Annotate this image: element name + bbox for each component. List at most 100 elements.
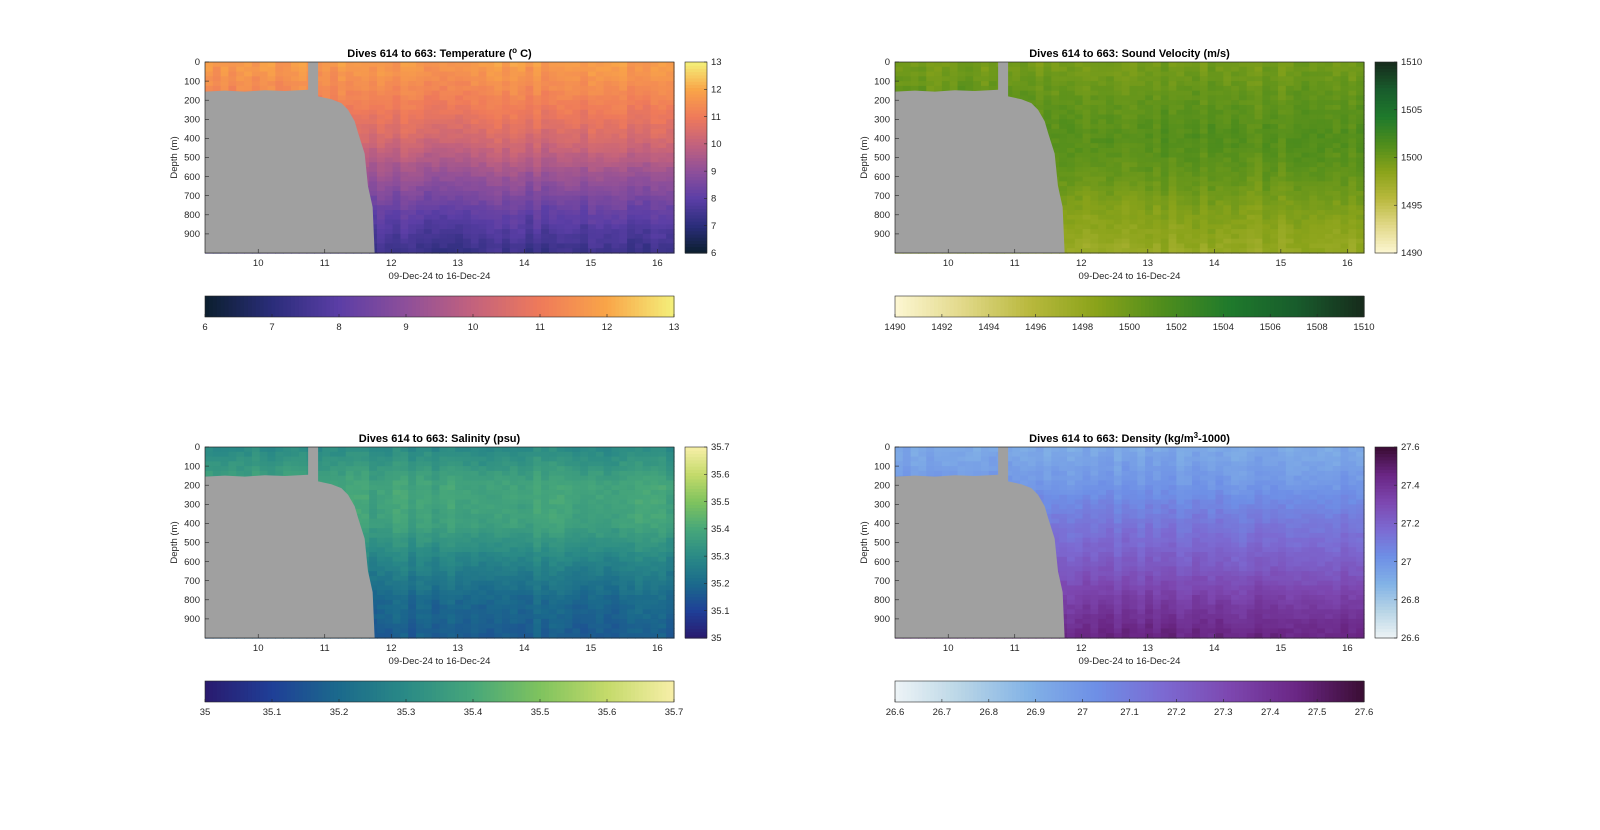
heatmap-cell bbox=[423, 243, 433, 249]
heatmap-cell bbox=[548, 147, 558, 154]
heatmap-cell bbox=[1309, 157, 1318, 163]
heatmap-cell bbox=[384, 195, 394, 202]
heatmap-cell bbox=[650, 200, 659, 206]
heatmap-cell bbox=[548, 248, 558, 254]
heatmap-cell bbox=[1168, 124, 1177, 130]
colorbar-swatch bbox=[634, 296, 640, 317]
heatmap-cell bbox=[384, 95, 394, 101]
heatmap-cell bbox=[1074, 100, 1084, 106]
heatmap-cell bbox=[1246, 143, 1256, 149]
heatmap-cell bbox=[548, 190, 558, 197]
heatmap-cell bbox=[1332, 138, 1342, 144]
heatmap-cell bbox=[517, 224, 527, 230]
colorbar-swatch bbox=[373, 296, 378, 317]
heatmap-cell bbox=[533, 243, 542, 249]
seafloor-mask bbox=[205, 62, 375, 253]
heatmap-cell bbox=[447, 81, 456, 87]
heatmap-cell bbox=[1270, 190, 1279, 197]
heatmap-cell bbox=[455, 124, 464, 130]
heatmap-cell bbox=[1278, 81, 1287, 87]
heatmap-cell bbox=[634, 138, 644, 144]
heatmap-cell bbox=[619, 104, 628, 111]
heatmap-cell bbox=[1223, 95, 1232, 101]
heatmap-cell bbox=[1199, 95, 1209, 101]
heatmap-cell bbox=[1176, 243, 1185, 249]
heatmap-cell bbox=[447, 143, 456, 149]
heatmap-cell bbox=[1293, 157, 1303, 163]
heatmap-cell bbox=[455, 200, 464, 206]
heatmap-cell bbox=[1066, 157, 1076, 163]
heatmap-cell bbox=[1215, 109, 1224, 116]
heatmap-cell bbox=[627, 176, 636, 182]
heatmap-cell bbox=[1066, 210, 1076, 216]
heatmap-cell bbox=[455, 176, 464, 182]
colorbar-swatch bbox=[670, 296, 675, 317]
colorbar-swatch bbox=[615, 296, 620, 317]
heatmap-cell bbox=[1301, 95, 1310, 101]
heatmap-cell bbox=[447, 100, 456, 106]
heatmap-cell bbox=[1278, 176, 1287, 182]
heatmap-cell bbox=[1121, 219, 1131, 225]
heatmap-cell bbox=[1059, 157, 1068, 163]
heatmap-cell bbox=[1317, 229, 1326, 235]
heatmap-cell bbox=[1121, 104, 1131, 111]
heatmap-cell bbox=[1113, 248, 1123, 254]
heatmap-cell bbox=[666, 219, 675, 225]
heatmap-cell bbox=[564, 229, 573, 235]
heatmap-cell bbox=[1324, 95, 1334, 101]
heatmap-cell bbox=[1309, 248, 1318, 254]
heatmap-cell bbox=[1074, 195, 1084, 202]
heatmap-cell bbox=[462, 133, 472, 139]
heatmap-cell bbox=[1137, 162, 1146, 168]
heatmap-cell bbox=[1012, 81, 1021, 87]
heatmap-cell bbox=[572, 205, 581, 211]
heatmap-cell bbox=[1285, 62, 1295, 68]
heatmap-cell bbox=[1043, 76, 1052, 82]
heatmap-cell bbox=[564, 205, 573, 211]
heatmap-cell bbox=[650, 229, 659, 235]
heatmap-cell bbox=[470, 62, 480, 68]
heatmap-cell bbox=[1098, 143, 1107, 149]
heatmap-cell bbox=[1293, 233, 1303, 240]
heatmap-cell bbox=[1145, 238, 1154, 245]
heatmap-cell bbox=[455, 81, 464, 87]
heatmap-cell bbox=[572, 71, 581, 77]
heatmap-cell bbox=[1293, 205, 1303, 211]
heatmap-cell bbox=[392, 214, 402, 221]
heatmap-cell bbox=[1231, 205, 1240, 211]
heatmap-cell bbox=[1238, 157, 1248, 163]
heatmap-cell bbox=[1184, 90, 1193, 97]
heatmap-cell bbox=[478, 152, 487, 159]
heatmap-cell bbox=[666, 152, 675, 159]
heatmap-cell bbox=[666, 143, 675, 149]
heatmap-cell bbox=[361, 109, 370, 116]
heatmap-cell bbox=[1160, 104, 1170, 111]
heatmap-cell bbox=[1106, 176, 1115, 182]
heatmap-cell bbox=[509, 128, 519, 135]
heatmap-cell bbox=[1309, 100, 1318, 106]
colorbar-swatch bbox=[548, 296, 554, 317]
heatmap-cell bbox=[1066, 243, 1076, 249]
heatmap-cell bbox=[1066, 162, 1076, 168]
heatmap-cell bbox=[408, 248, 417, 254]
colorbar-tick-label: 8 bbox=[711, 194, 716, 205]
heatmap-cell bbox=[478, 143, 487, 149]
heatmap-cell bbox=[494, 85, 503, 92]
heatmap-cell bbox=[1231, 233, 1240, 240]
heatmap-cell bbox=[1074, 248, 1084, 254]
heatmap-cell bbox=[541, 114, 550, 120]
heatmap-cell bbox=[205, 76, 214, 82]
heatmap-cell bbox=[564, 143, 573, 149]
heatmap-cell bbox=[1285, 119, 1295, 125]
heatmap-cell bbox=[1113, 114, 1123, 120]
heatmap-cell bbox=[1082, 243, 1092, 249]
heatmap-cell bbox=[564, 219, 573, 225]
heatmap-cell bbox=[1168, 119, 1177, 125]
heatmap-cell bbox=[658, 100, 667, 106]
heatmap-cell bbox=[1121, 162, 1131, 168]
heatmap-cell bbox=[502, 171, 511, 178]
heatmap-cell bbox=[1285, 176, 1295, 182]
heatmap-cell bbox=[1176, 138, 1185, 144]
heatmap-cell bbox=[611, 205, 620, 211]
heatmap-cell bbox=[1129, 205, 1138, 211]
